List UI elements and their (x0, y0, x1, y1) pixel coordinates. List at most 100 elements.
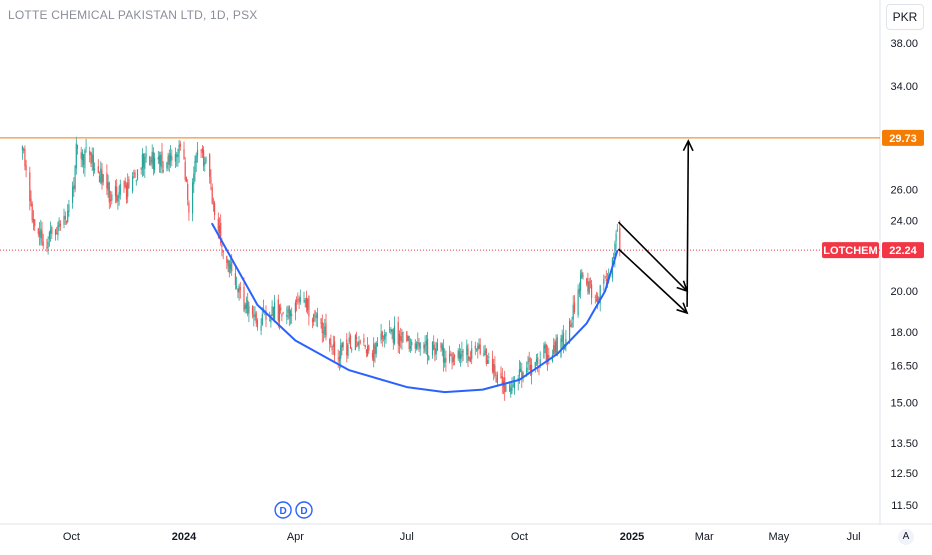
candle (442, 339, 445, 372)
candle-body (298, 299, 300, 303)
time-tick-label: May (769, 531, 790, 543)
candle (183, 141, 185, 160)
candle-body (500, 372, 502, 379)
candle (145, 145, 147, 163)
candle (243, 277, 245, 313)
candle (106, 164, 108, 195)
candle-body (475, 348, 478, 350)
candle-body (149, 156, 151, 165)
candle (305, 290, 307, 313)
candle (174, 147, 176, 168)
candle-body (308, 296, 310, 317)
candle (308, 295, 310, 326)
candle-body (80, 152, 82, 159)
price-axis[interactable]: 38.00 34.00 26.00 24.00 20.00 18.00 16.50 15.00… (890, 38, 918, 512)
candle (569, 318, 571, 344)
candle-body (132, 176, 134, 192)
candle-body (92, 155, 94, 171)
candle (238, 283, 240, 301)
candle-body (453, 355, 456, 358)
candle-body (222, 250, 224, 253)
candle-body (34, 219, 36, 227)
candle (487, 354, 489, 364)
candle (341, 342, 343, 356)
candle (161, 143, 163, 174)
candle (32, 210, 34, 231)
candle-body (72, 186, 74, 203)
candle (457, 348, 459, 361)
candle-body (460, 353, 462, 360)
candle (23, 147, 25, 154)
candle-body (483, 353, 485, 357)
candle-body (531, 364, 533, 376)
candle (570, 319, 572, 328)
candle (195, 152, 197, 172)
candle-body (67, 210, 69, 222)
candle-body (595, 299, 598, 301)
candle-body (294, 302, 296, 313)
candle-body (97, 166, 99, 173)
candle (244, 302, 246, 314)
candle-body (221, 244, 223, 247)
candle-body (341, 343, 343, 348)
candle (613, 252, 615, 260)
candle-body (177, 153, 179, 158)
auto-scale-button[interactable]: A (898, 529, 914, 545)
candle-body (169, 153, 172, 162)
candle-body (21, 146, 23, 151)
candle-body (237, 288, 239, 293)
dividend-marker[interactable]: D (274, 501, 292, 519)
candle (154, 152, 156, 174)
candle-body (59, 223, 61, 227)
candle (30, 190, 32, 207)
candle (500, 366, 502, 379)
candle-body (57, 225, 59, 236)
dividend-marker-label: D (300, 506, 307, 517)
candle (436, 338, 438, 352)
candle-body (599, 285, 601, 304)
candle (320, 318, 322, 329)
arrow-head (676, 302, 689, 315)
candle (167, 152, 169, 171)
candle-body (376, 343, 378, 347)
candle (110, 190, 112, 208)
candle (41, 221, 43, 246)
candle-body (587, 281, 589, 292)
candle (348, 331, 350, 345)
candle-body (501, 376, 503, 385)
candle (158, 151, 161, 173)
candle (401, 328, 403, 350)
candle (234, 266, 236, 290)
candle-body (50, 229, 52, 234)
candle-body (474, 346, 476, 349)
candle-body (494, 365, 496, 376)
candle-body (229, 264, 232, 269)
candle-body (288, 306, 290, 319)
candle (205, 156, 207, 164)
candle-body (510, 387, 512, 395)
candle-body (526, 367, 528, 375)
candle-body (192, 182, 194, 214)
candle-body (141, 154, 143, 169)
candle-body (54, 229, 57, 235)
candle (450, 350, 452, 357)
candle (424, 335, 426, 354)
candle (157, 151, 159, 165)
currency-button[interactable]: PKR (886, 4, 924, 30)
candle-body (314, 310, 316, 315)
symbol-tag-bg (822, 242, 879, 259)
candle (331, 345, 333, 355)
candle (371, 349, 374, 361)
candle (237, 288, 239, 299)
candle-body (174, 154, 176, 162)
candle (376, 337, 378, 347)
time-axis[interactable]: Oct 2024 Apr Jul Oct 2025 Mar May Jul (63, 531, 861, 543)
candle-body (282, 312, 284, 314)
dividend-marker[interactable]: D (295, 501, 313, 519)
candle-body (248, 305, 250, 314)
candle (228, 259, 230, 278)
candle-body (365, 349, 367, 353)
